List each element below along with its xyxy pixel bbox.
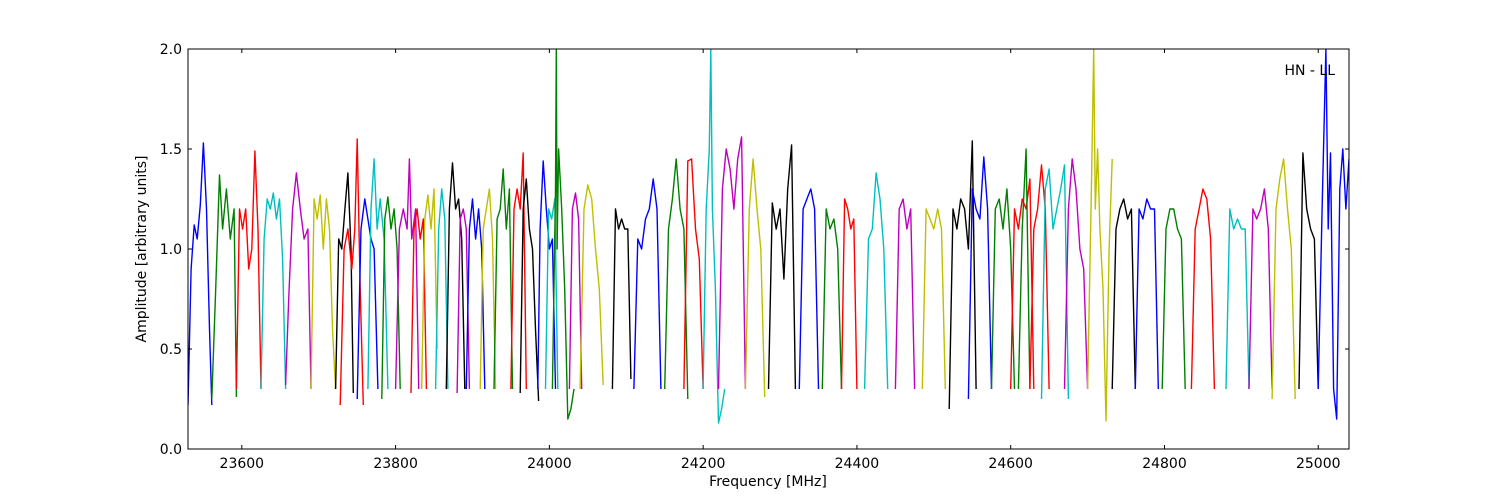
series-line-35 <box>798 188 820 390</box>
series-layer <box>188 49 1349 424</box>
x-tick-label-3: 24200 <box>681 456 726 472</box>
series-line-34 <box>767 144 797 390</box>
series-line-20 <box>510 152 527 390</box>
series-line-48 <box>1063 158 1089 390</box>
series-line-13 <box>421 188 438 390</box>
series-line-22 <box>537 160 557 390</box>
x-tick-label-1: 23800 <box>373 456 418 472</box>
series-line-29 <box>664 158 689 400</box>
series-line-55 <box>1248 188 1273 390</box>
series-line-51 <box>1134 198 1159 390</box>
series-line-4 <box>284 172 312 390</box>
y-tick-label-3: 1.5 <box>160 142 182 158</box>
series-line-47 <box>1040 164 1070 400</box>
x-tick-label-6: 24800 <box>1142 456 1187 472</box>
series-line-32 <box>717 136 747 390</box>
series-line-44 <box>1010 178 1035 390</box>
x-tick-label-0: 23600 <box>220 456 265 472</box>
series-line-45 <box>1017 148 1031 390</box>
series-line-42 <box>967 156 993 400</box>
x-axis-label: Frequency [MHz] <box>709 474 827 490</box>
ticks-layer: 23600 23800 24000 24200 24400 24600 24800 25000… <box>160 42 1349 472</box>
series-line-23 <box>544 198 559 390</box>
series-line-0 <box>188 142 213 406</box>
x-tick-label-7: 25000 <box>1296 456 1341 472</box>
series-line-31 <box>702 49 726 424</box>
series-line-24 <box>551 49 575 420</box>
y-tick-label-1: 0.5 <box>160 342 182 358</box>
y-axis-label: Amplitude [arbitrary units] <box>134 156 150 343</box>
series-line-17 <box>465 198 486 390</box>
series-line-14 <box>434 188 449 390</box>
series-line-54 <box>1225 208 1250 390</box>
series-line-39 <box>894 198 916 390</box>
series-line-19 <box>493 168 514 390</box>
series-line-21 <box>519 178 540 402</box>
series-line-52 <box>1161 208 1186 390</box>
series-line-38 <box>863 172 889 390</box>
y-tick-label-2: 1.0 <box>160 242 182 258</box>
annotation-label: HN - LL <box>1284 63 1335 79</box>
series-line-27 <box>611 208 632 390</box>
series-line-26 <box>579 184 604 390</box>
series-line-6 <box>334 172 354 394</box>
series-line-11 <box>394 158 420 390</box>
series-line-46 <box>1029 164 1050 390</box>
series-line-30 <box>683 158 704 390</box>
y-tick-label-0: 0.0 <box>160 442 182 458</box>
series-line-53 <box>1190 188 1216 390</box>
series-line-18 <box>479 188 497 390</box>
series-line-15 <box>445 162 466 390</box>
series-line-3 <box>260 192 287 390</box>
x-tick-label-2: 24000 <box>527 456 572 472</box>
series-line-56 <box>1271 158 1296 400</box>
series-line-28 <box>633 178 662 390</box>
series-line-36 <box>821 208 843 390</box>
series-line-43 <box>990 188 1016 390</box>
series-line-33 <box>744 158 766 398</box>
series-line-40 <box>921 208 946 390</box>
series-line-10 <box>381 196 401 400</box>
series-line-49 <box>1086 49 1113 422</box>
series-line-2 <box>235 150 262 390</box>
x-tick-label-4: 24400 <box>835 456 880 472</box>
x-tick-label-5: 24600 <box>988 456 1033 472</box>
series-line-50 <box>1111 198 1136 390</box>
y-tick-label-4: 2.0 <box>160 42 182 58</box>
series-line-25 <box>568 192 583 390</box>
series-line-1 <box>211 174 238 400</box>
series-line-9 <box>367 158 389 390</box>
series-line-37 <box>840 198 858 390</box>
series-line-5 <box>310 194 337 390</box>
series-line-41 <box>948 140 977 410</box>
series-line-58 <box>1317 49 1349 420</box>
series-line-8 <box>356 198 379 400</box>
series-line-16 <box>456 208 471 394</box>
series-line-57 <box>1298 152 1319 390</box>
